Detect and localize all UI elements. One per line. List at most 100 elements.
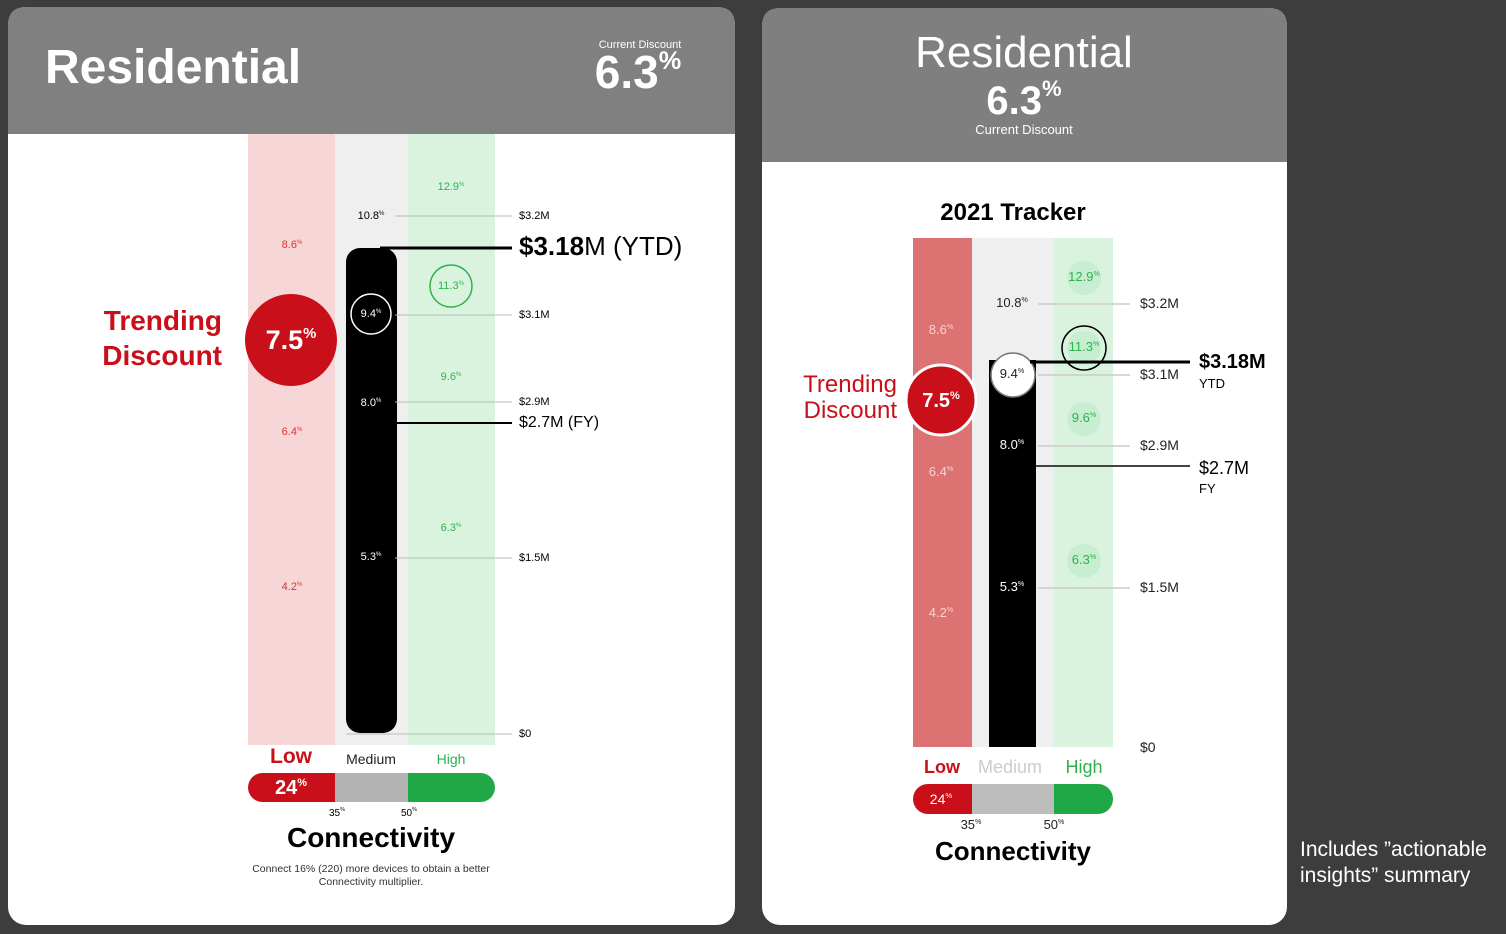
medium-value-value: 8.0 bbox=[1000, 437, 1018, 452]
low-value-value: 6.4 bbox=[929, 464, 947, 479]
amount-label-value: $3.1M bbox=[1140, 366, 1179, 382]
high-band bbox=[408, 134, 495, 745]
high-value-value: 11.3 bbox=[438, 280, 459, 292]
tier-medium: Medium bbox=[978, 757, 1042, 777]
current-discount-label-value: Current Discount bbox=[975, 122, 1073, 137]
amount-label: $1.5M bbox=[519, 552, 550, 564]
percent-sign: % bbox=[456, 372, 462, 378]
segment-low bbox=[913, 784, 972, 814]
medium-value: 10.8% bbox=[358, 210, 385, 222]
high-value-value: 12.9 bbox=[1068, 269, 1093, 284]
current-discount-value: 6.3 bbox=[986, 79, 1042, 123]
trending-discount-value: 7.5 bbox=[266, 325, 304, 355]
value-halo bbox=[1067, 261, 1101, 295]
amount-label: $2.9M bbox=[519, 396, 550, 408]
high-value-value: 9.6 bbox=[441, 371, 456, 383]
percent-sign: % bbox=[379, 211, 385, 217]
segment-medium bbox=[335, 773, 408, 802]
segment-medium bbox=[972, 784, 1054, 814]
amount-label-value: $0 bbox=[1140, 739, 1156, 755]
low-share-value: 24 bbox=[930, 791, 946, 807]
tier-high-value: High bbox=[1065, 757, 1102, 777]
percent-sign: % bbox=[376, 552, 382, 558]
tracker-title-value: 2021 Tracker bbox=[940, 199, 1085, 226]
medium-value-value: 5.3 bbox=[1000, 579, 1018, 594]
percent-sign: % bbox=[1058, 818, 1065, 826]
high-value-value: 12.9 bbox=[438, 181, 459, 193]
current-discount-value: 6.3 bbox=[595, 46, 659, 98]
percent-sign: % bbox=[1093, 340, 1100, 348]
percent-sign: % bbox=[950, 390, 960, 402]
card-header bbox=[762, 8, 1287, 162]
value-halo bbox=[1067, 402, 1101, 436]
threshold: 35% bbox=[329, 807, 345, 818]
percent-sign: % bbox=[297, 427, 303, 433]
trending-badge bbox=[904, 363, 978, 437]
medium-value: 10.8% bbox=[996, 295, 1028, 310]
high-value-value: 6.3 bbox=[441, 522, 456, 534]
amount-label: $0 bbox=[1140, 739, 1156, 755]
value-ring bbox=[350, 293, 392, 335]
percent-sign: % bbox=[303, 326, 316, 342]
tier-low: Low bbox=[924, 757, 961, 777]
segment-high bbox=[408, 773, 495, 802]
threshold: 50% bbox=[401, 807, 417, 818]
connectivity-title-value: Connectivity bbox=[935, 836, 1092, 866]
percent-sign: % bbox=[376, 398, 382, 404]
amount-label: $3.2M bbox=[1140, 295, 1179, 311]
amount-label-value: $1.5M bbox=[1140, 579, 1179, 595]
high-value-value: 6.3 bbox=[1072, 552, 1090, 567]
percent-sign: % bbox=[1090, 411, 1097, 419]
current-discount-label-value: Current Discount bbox=[599, 39, 682, 51]
current-discount-label: Current Discount bbox=[599, 39, 682, 51]
low-value-value: 8.6 bbox=[929, 322, 947, 337]
amount-label: $3.2M bbox=[519, 210, 550, 222]
side-note-value: Includes ”actionable bbox=[1300, 838, 1487, 861]
fy-amount: $2.7M (FY) bbox=[519, 414, 599, 431]
threshold: 35% bbox=[961, 817, 982, 832]
percent-sign: % bbox=[947, 465, 954, 473]
card-header bbox=[8, 7, 735, 134]
amount-label-value: $3.2M bbox=[1140, 295, 1179, 311]
ytd-amount: $3.18M bbox=[1199, 351, 1266, 373]
amount-label-value: $2.9M bbox=[519, 396, 550, 408]
percent-sign: % bbox=[945, 791, 952, 800]
low-value: 8.6% bbox=[282, 239, 303, 251]
threshold: 50% bbox=[1044, 817, 1065, 832]
tier-high: High bbox=[1065, 757, 1102, 777]
segment-low bbox=[248, 773, 335, 802]
ytd-label: YTD bbox=[1199, 376, 1225, 391]
card-title: Residential bbox=[915, 28, 1133, 77]
fy-amount: $2.7M bbox=[1199, 458, 1249, 478]
percent-sign: % bbox=[412, 807, 417, 813]
ytd-amount: $3.18M (YTD) bbox=[519, 231, 682, 261]
tier-medium: Medium bbox=[346, 751, 396, 767]
low-band bbox=[913, 238, 972, 747]
medium-value-value: 8.0 bbox=[361, 397, 376, 409]
amount-label: $3.1M bbox=[1140, 366, 1179, 382]
tier-medium-value: Medium bbox=[978, 757, 1042, 777]
percent-sign: % bbox=[459, 281, 465, 287]
card-title-value: Residential bbox=[915, 28, 1133, 77]
value-badge bbox=[990, 352, 1036, 398]
tier-low-value: Low bbox=[924, 757, 961, 777]
trending-label-value: Trending bbox=[803, 371, 897, 398]
high-value-value: 9.6 bbox=[1072, 410, 1090, 425]
trending-discount: 7.5% bbox=[266, 325, 317, 355]
percent-sign: % bbox=[947, 606, 954, 614]
amount-label: $1.5M bbox=[1140, 579, 1179, 595]
ytd-amount-rest: M (YTD) bbox=[584, 231, 682, 261]
low-band bbox=[248, 134, 335, 745]
connectivity-note: Connectivity multiplier. bbox=[319, 876, 423, 888]
medium-value: 8.0% bbox=[1000, 437, 1025, 452]
trending-badge bbox=[245, 294, 337, 386]
side-note: Includes ”actionable bbox=[1300, 838, 1487, 861]
low-share: 24% bbox=[930, 791, 953, 807]
progress-bar bbox=[346, 248, 397, 733]
trending-discount: 7.5% bbox=[922, 390, 960, 412]
percent-sign: % bbox=[947, 323, 954, 331]
percent-sign: % bbox=[376, 309, 382, 315]
medium-value: 5.3% bbox=[361, 551, 382, 563]
connectivity-note-value: Connectivity multiplier. bbox=[319, 876, 423, 888]
